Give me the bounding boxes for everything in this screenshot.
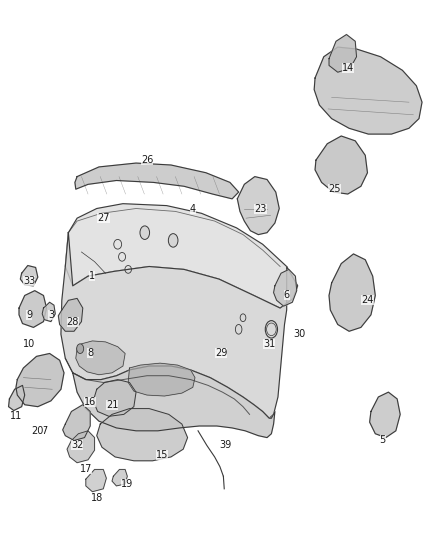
Polygon shape [128,363,195,396]
Polygon shape [86,470,106,492]
Polygon shape [76,341,125,375]
Text: 8: 8 [87,349,93,359]
Text: 24: 24 [361,295,374,305]
Text: 23: 23 [254,204,267,214]
Ellipse shape [77,344,84,353]
Text: 14: 14 [342,63,354,74]
Ellipse shape [140,226,150,239]
Polygon shape [61,233,297,418]
Text: 10: 10 [23,339,35,349]
Text: 4: 4 [190,204,196,214]
Polygon shape [370,392,400,438]
Text: 3: 3 [48,310,54,320]
Text: 27: 27 [97,213,110,223]
Polygon shape [19,290,46,327]
Text: 17: 17 [80,464,92,474]
Polygon shape [75,163,239,199]
Text: 39: 39 [219,440,232,450]
Polygon shape [16,353,64,407]
Text: 7: 7 [41,426,47,436]
Polygon shape [9,385,25,410]
Ellipse shape [168,233,178,247]
Text: 25: 25 [328,184,341,194]
Polygon shape [329,254,375,332]
Polygon shape [315,136,367,194]
Polygon shape [73,366,275,438]
Polygon shape [65,204,297,308]
Text: 32: 32 [71,440,83,450]
Text: 29: 29 [215,349,227,359]
Text: 33: 33 [23,276,35,286]
Text: 9: 9 [26,310,32,320]
Polygon shape [63,405,90,440]
Text: 20: 20 [32,426,44,436]
Polygon shape [329,35,357,72]
Polygon shape [314,47,422,134]
Text: 5: 5 [380,435,386,446]
Text: 18: 18 [91,494,103,504]
Text: 26: 26 [141,155,153,165]
Text: 11: 11 [10,411,22,421]
Text: 21: 21 [106,400,118,410]
Polygon shape [93,379,136,416]
Text: 30: 30 [293,329,306,339]
Polygon shape [58,298,83,332]
Text: 16: 16 [84,397,96,407]
Text: 6: 6 [284,290,290,301]
Text: 19: 19 [121,479,134,489]
Text: 28: 28 [67,317,79,327]
Polygon shape [97,409,187,461]
Text: 31: 31 [263,339,276,349]
Text: 1: 1 [89,271,95,281]
Text: 15: 15 [156,450,169,460]
Polygon shape [20,265,38,286]
Polygon shape [112,470,127,486]
Polygon shape [274,269,297,306]
Polygon shape [237,176,279,235]
Polygon shape [67,431,95,463]
Polygon shape [42,302,55,321]
